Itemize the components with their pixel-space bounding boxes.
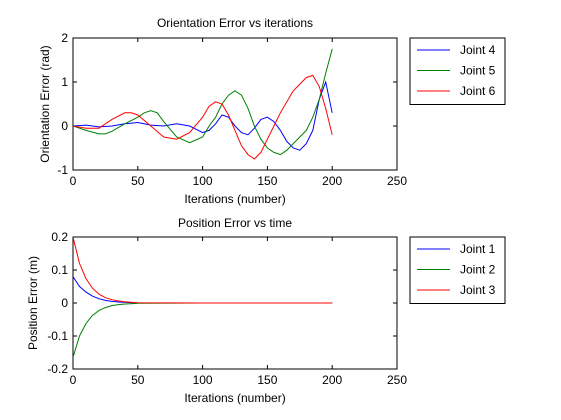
- y-axis-label: Orientation Error (rad): [38, 45, 52, 162]
- x-tick-label: 150: [257, 373, 277, 387]
- orientation-error-chart: Orientation Error vs iterations Iteratio…: [38, 16, 506, 206]
- x-tick-label: 100: [193, 174, 213, 188]
- legend-label-joint-4: Joint 4: [460, 43, 496, 57]
- y-tick-label: 2: [61, 31, 68, 45]
- y-tick-label: 0: [61, 296, 68, 310]
- legend-box: [409, 37, 506, 105]
- legend-label-joint-6: Joint 6: [460, 84, 496, 98]
- x-tick-label: 100: [193, 373, 213, 387]
- legend-box: [409, 236, 506, 304]
- position-error-chart: Position Error vs time Iterations (numbe…: [26, 216, 506, 405]
- x-tick-label: 250: [387, 373, 407, 387]
- legend-label-joint-1: Joint 1: [460, 242, 496, 256]
- legend-label-joint-2: Joint 2: [460, 263, 496, 277]
- x-axis-label: Iterations (number): [184, 391, 285, 405]
- chart-title: Orientation Error vs iterations: [157, 16, 313, 30]
- x-tick-label: 0: [70, 373, 77, 387]
- plot-area: [72, 37, 398, 171]
- series-line-joint-4: [73, 80, 333, 151]
- x-tick-label: 150: [257, 174, 277, 188]
- y-tick-label: 0: [61, 119, 68, 133]
- series-line-joint-6: [73, 74, 333, 160]
- x-tick-label: 200: [322, 373, 342, 387]
- chart-title: Position Error vs time: [178, 216, 292, 230]
- x-axis-label: Iterations (number): [184, 192, 285, 206]
- y-tick-label: -0.1: [47, 329, 68, 343]
- legend: Joint 1 Joint 2 Joint 3: [409, 236, 506, 304]
- legend-label-joint-3: Joint 3: [460, 283, 496, 297]
- x-tick-label: 50: [131, 174, 145, 188]
- x-tick-label: 250: [387, 174, 407, 188]
- x-tick-label: 200: [322, 174, 342, 188]
- x-tick-label: 0: [70, 174, 77, 188]
- y-tick-label: 1: [61, 75, 68, 89]
- series-line-joint-3: [73, 237, 333, 304]
- y-tick-label: -0.2: [47, 362, 68, 376]
- legend-label-joint-5: Joint 5: [460, 64, 496, 78]
- series-line-joint-5: [73, 48, 333, 156]
- legend: Joint 4 Joint 5 Joint 6: [409, 37, 506, 105]
- y-tick-label: 0.1: [51, 263, 68, 277]
- y-tick-label: -1: [57, 163, 68, 177]
- y-axis-label: Position Error (m): [26, 256, 40, 350]
- x-tick-label: 50: [131, 373, 145, 387]
- y-tick-label: 0.2: [51, 230, 68, 244]
